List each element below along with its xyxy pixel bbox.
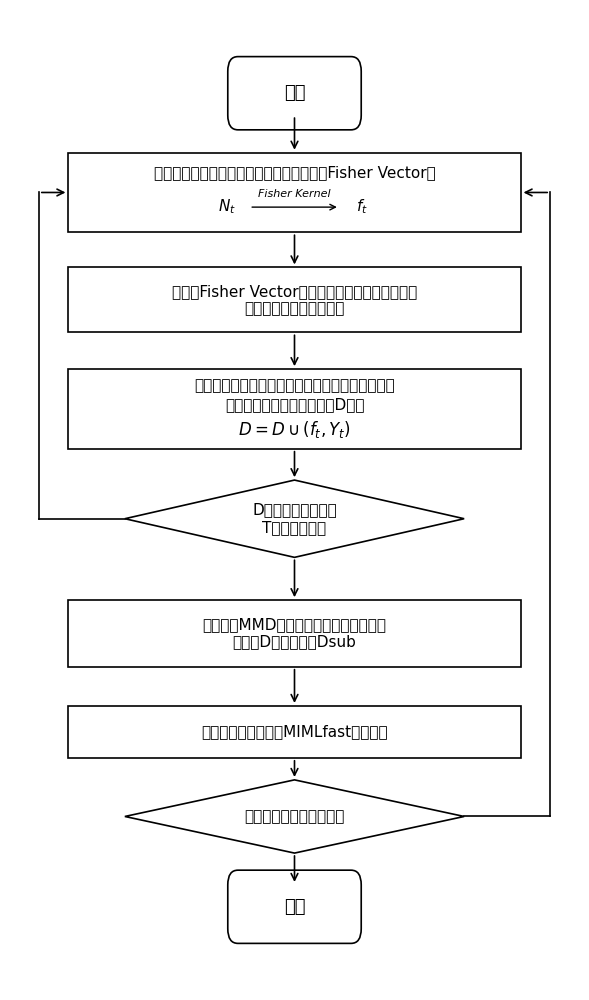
Text: 结束: 结束 [284,898,305,916]
Polygon shape [125,480,464,557]
Bar [68,600,521,667]
Bar [68,369,521,449]
Text: $D = D \cup (f_t, Y_t)$: $D = D \cup (f_t, Y_t)$ [238,419,351,440]
Text: 基于子数据集，更新MIMLfast预测模型: 基于子数据集，更新MIMLfast预测模型 [201,724,388,739]
Bar [68,706,521,758]
Text: 接收新的传感网络数据，并将报数据压缩成Fisher Vector：: 接收新的传感网络数据，并将报数据压缩成Fisher Vector： [154,165,435,180]
Bar [68,153,521,232]
Polygon shape [125,780,464,853]
Text: 优化基于MMD的目标函数，求解最能代表
数据集D的子数据集Dsub: 优化基于MMD的目标函数，求解最能代表 数据集D的子数据集Dsub [203,617,386,650]
Text: $f_t$: $f_t$ [356,198,368,216]
Bar [68,267,521,332]
FancyBboxPatch shape [228,870,361,943]
Text: 根据网络真实情况，对预测结果校正，并将新的传: 根据网络真实情况，对预测结果校正，并将新的传 [194,379,395,394]
Text: 感网络数据存入历史数据集D中：: 感网络数据存入历史数据集D中： [225,397,364,412]
Text: 将新的Fisher Vector代入预测模型，打分值较高的
状态预测为当前网络状态: 将新的Fisher Vector代入预测模型，打分值较高的 状态预测为当前网络状… [172,284,417,316]
Text: 开始: 开始 [284,84,305,102]
Text: D中已经收集到足够
T个时刻的数据: D中已经收集到足够 T个时刻的数据 [252,503,337,535]
Text: 达到终止使用网络的条件: 达到终止使用网络的条件 [244,809,345,824]
FancyBboxPatch shape [228,57,361,130]
Text: $N_t$: $N_t$ [218,198,236,216]
Text: Fisher Kernel: Fisher Kernel [258,189,331,199]
